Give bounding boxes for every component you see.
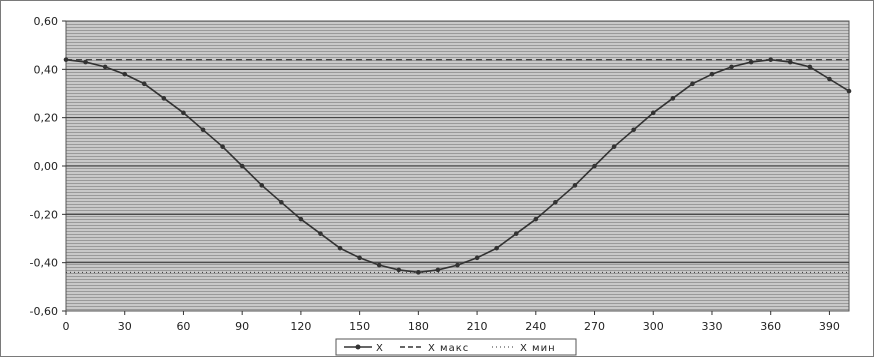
- legend-label-x-max: X макс: [428, 343, 469, 354]
- data-point-x: [279, 199, 284, 205]
- data-point-x: [200, 127, 206, 133]
- data-point-x: [729, 64, 734, 70]
- data-point-x: [357, 255, 362, 261]
- data-point-x: [748, 59, 754, 65]
- data-point-x: [259, 183, 265, 188]
- x-tick-label: 120: [290, 320, 311, 333]
- x-tick-label: 30: [118, 320, 132, 333]
- x-tick-label: 210: [467, 320, 488, 333]
- x-tick-label: 240: [525, 320, 546, 333]
- data-point-x: [827, 76, 832, 82]
- data-point-x: [161, 96, 167, 101]
- y-axis: 0,60 0,40 0,20 0,00 -0,20 -0,40 -0,60: [30, 15, 66, 318]
- data-point-x: [435, 267, 441, 273]
- data-point-x: [650, 110, 656, 116]
- x-tick-label: 330: [701, 320, 722, 333]
- data-point-x: [690, 81, 695, 87]
- x-tick-label: 90: [235, 320, 249, 333]
- data-point-x: [474, 255, 480, 261]
- data-point-x: [337, 245, 343, 251]
- y-tick-label: -0,20: [30, 208, 58, 221]
- x-tick-label: 360: [760, 320, 781, 333]
- legend-label-x: X: [376, 343, 384, 354]
- data-point-x: [142, 81, 147, 87]
- x-tick-label: 60: [176, 320, 190, 333]
- data-point-x: [709, 71, 715, 77]
- y-tick-label: -0,40: [30, 257, 58, 270]
- data-point-x: [631, 127, 636, 133]
- data-point-x: [298, 216, 304, 222]
- y-tick-label: 0,40: [34, 63, 59, 76]
- legend-box: [335, 338, 577, 356]
- data-point-x: [455, 262, 460, 268]
- gridlines: [66, 68, 849, 264]
- legend-label-x-min: X мин: [520, 343, 556, 354]
- data-point-x: [533, 216, 539, 222]
- data-point-x: [494, 245, 499, 251]
- data-point-x: [592, 163, 597, 169]
- data-point-x: [611, 144, 617, 149]
- data-point-x: [220, 144, 225, 149]
- x-axis: 0 30 60 90 120 150 180 210 240 270 300 330 360 390: [63, 311, 840, 333]
- data-point-x: [318, 231, 323, 236]
- data-point-x: [181, 110, 186, 116]
- x-tick-label: 150: [349, 320, 370, 333]
- data-point-x: [239, 163, 245, 169]
- x-tick-label: 270: [584, 320, 605, 333]
- data-point-x: [787, 59, 793, 65]
- series-layer: [63, 57, 852, 275]
- data-point-x: [396, 267, 402, 273]
- data-point-x: [807, 64, 813, 70]
- y-tick-label: -0,60: [30, 305, 58, 318]
- data-point-x: [846, 88, 852, 94]
- y-tick-label: 0,20: [34, 112, 59, 125]
- x-tick-label: 300: [643, 320, 664, 333]
- legend-marker-x: [355, 344, 361, 350]
- data-point-x: [513, 231, 519, 236]
- y-tick-label: 0,60: [34, 15, 59, 28]
- data-point-x: [83, 59, 88, 65]
- x-tick-label: 390: [819, 320, 840, 333]
- legend: X X макс X мин: [335, 338, 577, 356]
- x-tick-label: 180: [408, 320, 429, 333]
- data-point-x: [102, 64, 108, 70]
- x-tick-label: 0: [63, 320, 70, 333]
- data-point-x: [670, 96, 676, 101]
- y-tick-label: 0,00: [34, 160, 59, 173]
- data-point-x: [122, 71, 128, 77]
- data-point-x: [553, 199, 558, 205]
- data-point-x: [572, 183, 578, 188]
- data-point-x: [376, 262, 382, 268]
